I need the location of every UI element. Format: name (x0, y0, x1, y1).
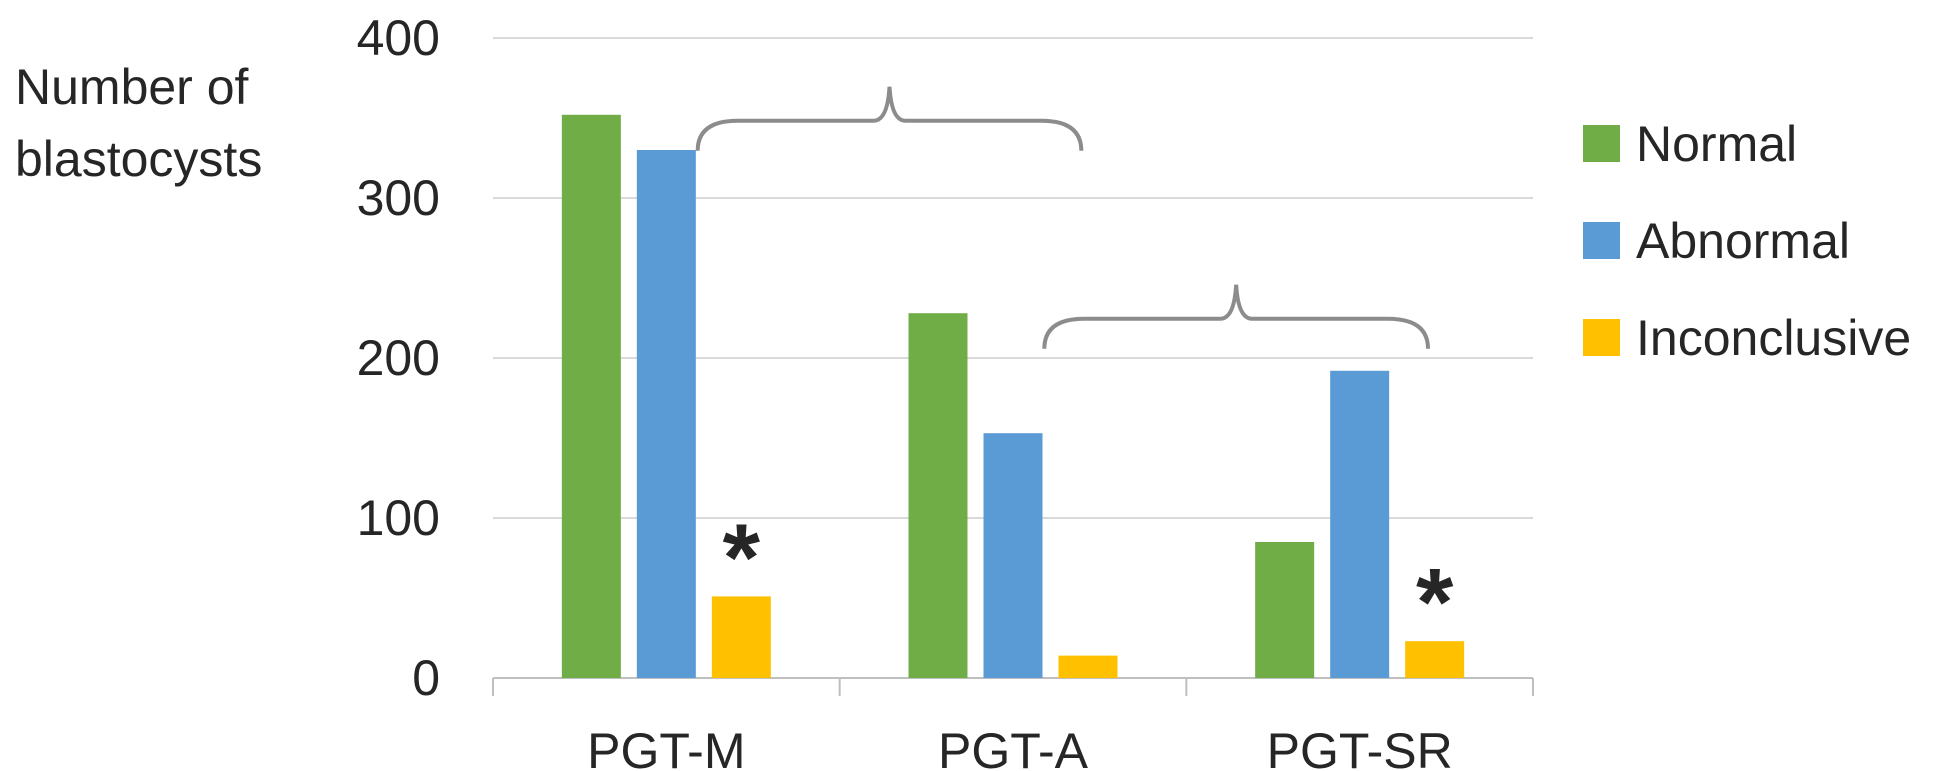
x-tick-label: PGT-M (587, 723, 745, 771)
y-tick-label: 300 (357, 170, 440, 226)
y-tick-label: 200 (357, 330, 440, 386)
y-axis-title: Number of blastocysts (15, 59, 262, 187)
y-tick-labels: 0 100 200 300 400 (357, 10, 440, 706)
bar-inconclusive-pgt-sr (1405, 641, 1465, 678)
bar-inconclusive-pgt-a (1058, 655, 1118, 678)
x-axis (492, 677, 1534, 696)
y-axis-title-line: blastocysts (15, 131, 262, 187)
bar-abnormal-pgt-sr (1330, 370, 1390, 678)
y-axis-title-line: Number of (15, 59, 249, 115)
bar-normal-pgt-a (908, 313, 968, 678)
significance-annotations: * * (723, 504, 1454, 656)
y-tick-label: 400 (357, 10, 440, 66)
comparison-braces (695, 86, 1430, 349)
legend-label-inconclusive: Inconclusive (1636, 310, 1911, 366)
legend-swatch-inconclusive (1583, 319, 1620, 356)
bar-normal-pgt-m (561, 114, 621, 679)
legend: Normal Abnormal Inconclusive (1583, 116, 1911, 366)
x-tick-label: PGT-A (938, 723, 1089, 771)
bar-normal-pgt-sr (1255, 542, 1315, 678)
comparison-brace (1042, 284, 1430, 349)
legend-label-normal: Normal (1636, 116, 1797, 172)
y-tick-label: 0 (412, 650, 440, 706)
bar-inconclusive-pgt-m (711, 596, 771, 678)
bar-abnormal-pgt-a (983, 433, 1043, 678)
legend-swatch-normal (1583, 125, 1620, 162)
significance-asterisk: * (1416, 549, 1454, 656)
bars (561, 114, 1465, 679)
legend-swatch-abnormal (1583, 222, 1620, 259)
legend-label-abnormal: Abnormal (1636, 213, 1850, 269)
comparison-brace (695, 86, 1084, 151)
x-tick-labels: PGT-M PGT-A PGT-SR (587, 723, 1453, 771)
bar-abnormal-pgt-m (636, 150, 696, 678)
significance-asterisk: * (723, 504, 761, 611)
y-tick-label: 100 (357, 490, 440, 546)
x-tick-label: PGT-SR (1267, 723, 1453, 771)
